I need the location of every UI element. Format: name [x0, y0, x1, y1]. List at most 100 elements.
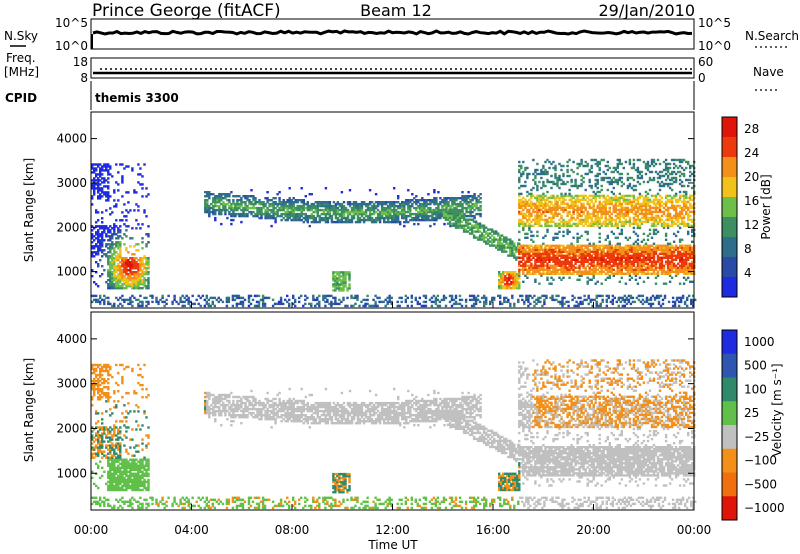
power-cell	[572, 266, 575, 269]
power-cell	[566, 160, 569, 164]
power-cell	[544, 168, 547, 172]
power-cell	[99, 175, 102, 178]
power-cell	[338, 212, 342, 216]
power-cell	[576, 232, 579, 236]
power-cell	[133, 285, 136, 288]
power-cell	[632, 164, 636, 168]
power-cell	[498, 273, 501, 276]
power-cell	[638, 176, 642, 180]
power-cell	[141, 271, 144, 274]
power-cell	[107, 259, 110, 262]
power-cell	[286, 201, 289, 204]
power-cell	[117, 237, 120, 240]
power-cell	[101, 273, 104, 276]
power-cell	[503, 244, 506, 247]
power-cell	[576, 214, 579, 218]
power-cell	[682, 282, 686, 285]
power-cell	[316, 212, 319, 216]
power-cell	[214, 218, 217, 222]
power-cell	[556, 258, 559, 261]
power-cell	[600, 222, 603, 226]
power-cell	[93, 167, 96, 170]
power-cell	[600, 178, 603, 182]
power-cell	[332, 201, 336, 204]
power-cell	[320, 216, 323, 220]
power-cell	[570, 266, 573, 269]
power-cell	[498, 283, 501, 286]
power-cell	[558, 264, 561, 267]
power-cell	[397, 214, 400, 218]
power-cell	[628, 216, 632, 220]
power-cell	[121, 237, 124, 240]
power-cell	[505, 246, 508, 249]
power-cell	[222, 206, 225, 210]
power-cell	[411, 212, 414, 216]
power-cell	[648, 206, 652, 210]
power-cell	[421, 206, 424, 210]
power-cell	[471, 204, 474, 208]
power-cell	[562, 250, 565, 253]
power-cell	[638, 276, 642, 279]
power-cell	[548, 266, 551, 269]
power-cell	[113, 283, 116, 286]
power-cell	[604, 222, 607, 226]
power-cell	[121, 261, 124, 264]
power-cell	[264, 202, 267, 206]
power-cell	[596, 210, 599, 214]
power-cell	[570, 196, 573, 200]
power-cell	[572, 254, 575, 257]
power-cell	[286, 218, 289, 222]
power-cell	[429, 208, 432, 212]
power-cell	[254, 206, 257, 210]
power-cell	[214, 201, 217, 204]
power-cell	[574, 180, 577, 184]
power-cell	[556, 180, 559, 184]
power-cell	[626, 252, 630, 255]
power-cell	[572, 170, 575, 174]
power-cell	[662, 206, 666, 210]
power-cell	[632, 208, 636, 212]
power-cell	[125, 219, 128, 222]
power-cell	[540, 252, 543, 255]
power-cell	[477, 199, 480, 202]
power-cell	[598, 162, 601, 166]
power-cell	[336, 273, 339, 276]
power-cell	[107, 169, 110, 172]
power-cell	[548, 210, 551, 214]
power-cell	[628, 254, 632, 257]
power-cell	[516, 283, 519, 286]
power-cell	[652, 216, 656, 220]
power-cell	[107, 187, 110, 190]
power-cell	[580, 246, 583, 249]
power-cell	[328, 202, 332, 206]
power-cell	[387, 218, 390, 222]
power-cell	[372, 204, 376, 208]
power-cell	[441, 204, 444, 208]
power-cell	[604, 268, 607, 271]
power-cell	[588, 272, 591, 275]
power-cell	[127, 211, 130, 214]
power-cell	[518, 252, 521, 255]
power-cell	[596, 186, 599, 190]
power-cell	[530, 192, 533, 196]
power-cell	[91, 179, 94, 182]
power-cell	[554, 266, 557, 269]
power-cell	[596, 280, 599, 283]
power-cell	[634, 260, 638, 263]
power-cell	[260, 212, 263, 216]
power-cell	[566, 270, 569, 273]
power-cell	[288, 214, 291, 218]
power-cell	[536, 244, 539, 247]
power-cell	[387, 210, 390, 214]
freq-unit: [MHz]	[4, 65, 39, 79]
power-cell	[445, 206, 448, 210]
power-cell	[109, 229, 112, 232]
power-cell	[612, 186, 615, 190]
power-cell	[450, 214, 454, 217]
power-cell	[493, 232, 496, 235]
power-cell	[632, 248, 636, 251]
power-cell	[294, 212, 297, 216]
power-cell	[628, 176, 632, 180]
power-cell	[570, 224, 573, 228]
power-cell	[620, 162, 623, 166]
